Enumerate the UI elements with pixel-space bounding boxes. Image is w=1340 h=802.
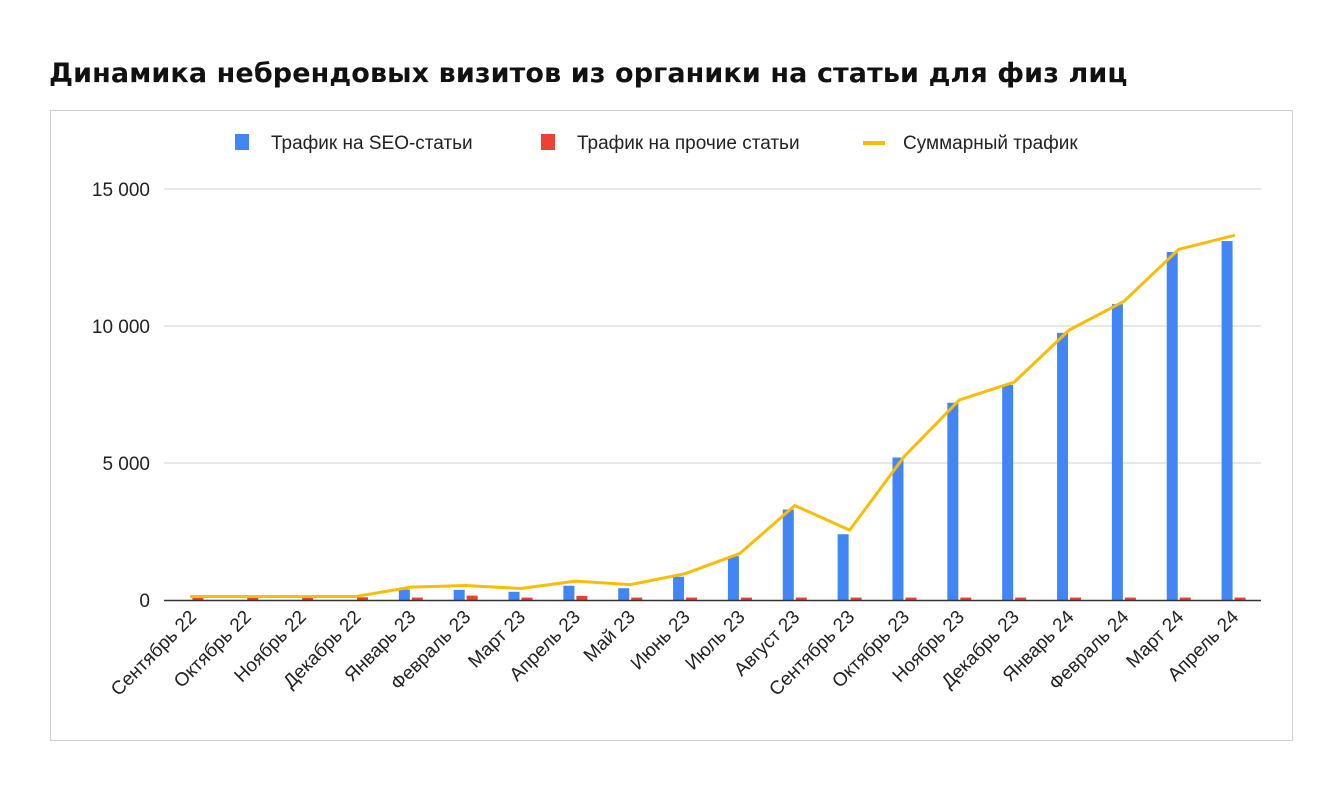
bar-other — [631, 597, 643, 600]
bar-seo — [892, 457, 904, 600]
x-tick-label: Июнь 23 — [627, 607, 695, 675]
legend-item-seo[interactable]: Трафик на SEO-статьи — [235, 133, 473, 154]
bar-other — [960, 597, 972, 600]
legend-swatch — [235, 134, 249, 150]
bar-other — [740, 597, 752, 600]
legend-swatch — [863, 141, 885, 145]
total-line — [189, 234, 1236, 598]
bar-seo — [1111, 304, 1123, 600]
bar-other — [1124, 597, 1136, 600]
y-tick-label: 5 000 — [102, 454, 150, 475]
bar-seo — [673, 576, 685, 600]
y-tick-label: 0 — [139, 591, 150, 612]
y-axis-ticks: 0 5 000 10 000 15 000 — [92, 180, 150, 612]
grid-lines — [164, 188, 1261, 464]
bar-other — [1015, 597, 1027, 600]
bar-other — [1070, 597, 1082, 600]
bar-seo — [727, 556, 739, 600]
y-tick-label: 15 000 — [92, 180, 150, 201]
bar-other — [576, 595, 588, 600]
legend-swatch — [541, 134, 555, 150]
bar-other — [521, 597, 533, 600]
bar-other — [466, 595, 478, 600]
bar-seo — [947, 402, 959, 600]
bar-other — [302, 597, 314, 600]
bar-seo — [398, 589, 410, 600]
bar-seo — [837, 534, 849, 600]
legend-item-other[interactable]: Трафик на прочие статьи — [541, 133, 800, 154]
bar-seo — [1166, 252, 1178, 600]
bar-other — [1179, 597, 1191, 600]
legend-label: Трафик на SEO-статьи — [271, 133, 473, 154]
bar-other — [247, 597, 259, 600]
y-tick-label: 10 000 — [92, 317, 150, 338]
bar-seo — [1221, 241, 1233, 600]
bar-seo — [508, 591, 520, 600]
bar-other — [411, 597, 423, 600]
page-title: Динамика небрендовых визитов из органики… — [49, 58, 1128, 89]
bar-seo — [1002, 384, 1014, 600]
bar-seo — [782, 509, 794, 600]
total-series-line — [189, 234, 1236, 598]
bar-other — [686, 597, 698, 600]
bar-seo — [1057, 332, 1069, 600]
bars — [192, 241, 1246, 600]
chart-container: 0 5 000 10 000 15 000 Сентябрь 22 Октябрь 22… — [50, 110, 1293, 741]
legend-item-total[interactable]: Суммарный трафик — [863, 133, 1078, 154]
bar-other — [192, 596, 204, 600]
bar-seo — [563, 585, 575, 600]
bar-other — [905, 597, 917, 600]
bar-other — [1234, 597, 1246, 600]
bar-other — [356, 597, 368, 600]
bar-seo — [618, 588, 630, 600]
legend: Трафик на SEO-статьи Трафик на прочие ста… — [235, 133, 1078, 154]
bar-other — [795, 597, 807, 600]
bar-seo — [453, 589, 465, 600]
bar-other — [850, 597, 862, 600]
legend-label: Трафик на прочие статьи — [577, 133, 800, 154]
legend-label: Суммарный трафик — [903, 133, 1078, 154]
